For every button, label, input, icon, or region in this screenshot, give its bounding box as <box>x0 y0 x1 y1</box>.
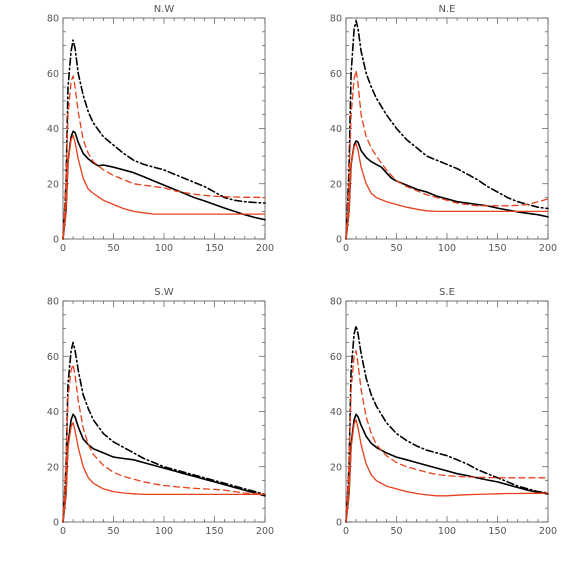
y-tick-label: 40 <box>330 124 342 135</box>
plot-frame <box>62 300 266 523</box>
y-tick-label: 20 <box>330 462 342 473</box>
x-tick-label: 50 <box>390 243 402 254</box>
panel-sw: S.W 0 50 100 150 200 0 20 40 60 80 <box>47 287 274 537</box>
black-dash-dot-series-line <box>62 341 266 523</box>
y-tick-label: 80 <box>47 297 59 308</box>
x-tick-label: 150 <box>205 243 223 254</box>
panel-title: N.W <box>154 4 175 15</box>
red-solid-series-line <box>345 143 549 240</box>
y-tick-label: 20 <box>47 179 59 190</box>
y-tick-label: 60 <box>330 69 342 80</box>
y-tick-label: 60 <box>47 69 59 80</box>
x-tick-label: 50 <box>107 243 119 254</box>
y-tick-label: 20 <box>330 179 342 190</box>
red-solid-series-line <box>62 421 266 523</box>
y-tick-label: 40 <box>47 407 59 418</box>
black-solid-series-line <box>345 140 549 240</box>
x-tick-label: 100 <box>438 526 456 537</box>
black-dash-dot-series-line <box>345 325 549 523</box>
red-dashed-series-line <box>62 363 266 523</box>
red-solid-series-line <box>62 134 266 240</box>
y-tick-label: 80 <box>330 14 342 25</box>
x-tick-label: 0 <box>343 243 349 254</box>
x-tick-label: 0 <box>343 526 349 537</box>
black-solid-series-line <box>62 130 266 240</box>
x-tick-label: 150 <box>488 243 506 254</box>
x-tick-label: 200 <box>539 243 557 254</box>
black-dash-dot-series-line <box>62 39 266 240</box>
x-tick-label: 100 <box>438 243 456 254</box>
panel-se: S.E 0 50 100 150 200 0 20 40 60 80 <box>330 287 557 537</box>
x-tick-label: 50 <box>390 526 402 537</box>
panel-ne: N.E 0 50 100 150 200 0 20 40 60 80 <box>330 4 557 254</box>
y-tick-label: 20 <box>47 462 59 473</box>
y-tick-label: 0 <box>336 235 342 246</box>
x-tick-label: 100 <box>155 243 173 254</box>
x-tick-label: 200 <box>256 243 274 254</box>
black-dash-dot-series-line <box>345 19 549 240</box>
panel-title: S.E <box>439 287 455 298</box>
black-solid-series-line <box>62 413 266 523</box>
panel-title: N.E <box>439 4 456 15</box>
red-dashed-series-line <box>345 350 549 523</box>
panel-title: S.W <box>154 287 174 298</box>
y-tick-label: 0 <box>336 518 342 529</box>
panel-nw: N.W 0 50 100 150 200 0 20 40 60 80 <box>47 4 274 254</box>
y-tick-label: 0 <box>53 518 59 529</box>
plot-frame <box>62 17 266 240</box>
x-tick-label: 200 <box>256 526 274 537</box>
y-tick-label: 40 <box>47 124 59 135</box>
x-tick-label: 0 <box>60 526 66 537</box>
x-tick-label: 50 <box>107 526 119 537</box>
x-tick-label: 100 <box>155 526 173 537</box>
x-tick-label: 150 <box>205 526 223 537</box>
y-tick-label: 60 <box>47 352 59 363</box>
red-dashed-series-line <box>345 69 549 240</box>
y-tick-label: 80 <box>330 297 342 308</box>
x-tick-label: 200 <box>539 526 557 537</box>
y-tick-label: 0 <box>53 235 59 246</box>
y-tick-label: 60 <box>330 352 342 363</box>
red-solid-series-line <box>345 419 549 523</box>
y-tick-label: 40 <box>330 407 342 418</box>
plot-frame <box>345 300 549 523</box>
x-tick-label: 150 <box>488 526 506 537</box>
y-tick-label: 80 <box>47 14 59 25</box>
black-solid-series-line <box>345 413 549 523</box>
x-tick-label: 0 <box>60 243 66 254</box>
